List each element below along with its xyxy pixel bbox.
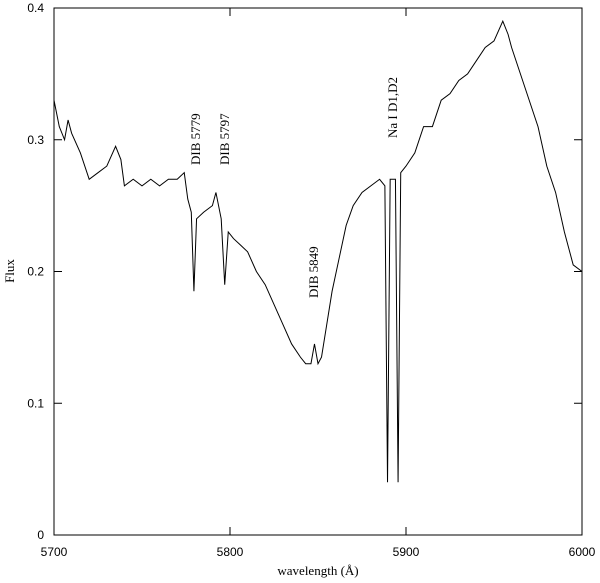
- y-tick-label: 0.1: [27, 396, 44, 410]
- x-tick-label: 5900: [393, 545, 420, 559]
- x-axis-label: wavelength (Å): [277, 563, 358, 578]
- y-axis-label: Flux: [2, 259, 17, 283]
- x-tick-label: 6000: [569, 545, 596, 559]
- annotation: Na I D1,D2: [385, 77, 400, 138]
- annotation: DIB 5779: [188, 113, 203, 165]
- annotation: DIB 5849: [306, 246, 321, 298]
- y-tick-label: 0: [37, 528, 44, 542]
- x-tick-label: 5800: [217, 545, 244, 559]
- annotation: DIB 5797: [217, 113, 232, 165]
- y-tick-label: 0.4: [27, 1, 44, 15]
- x-tick-label: 5700: [41, 545, 68, 559]
- y-tick-label: 0.2: [27, 265, 44, 279]
- y-tick-label: 0.3: [27, 133, 44, 147]
- spectrum-line: [53, 19, 583, 483]
